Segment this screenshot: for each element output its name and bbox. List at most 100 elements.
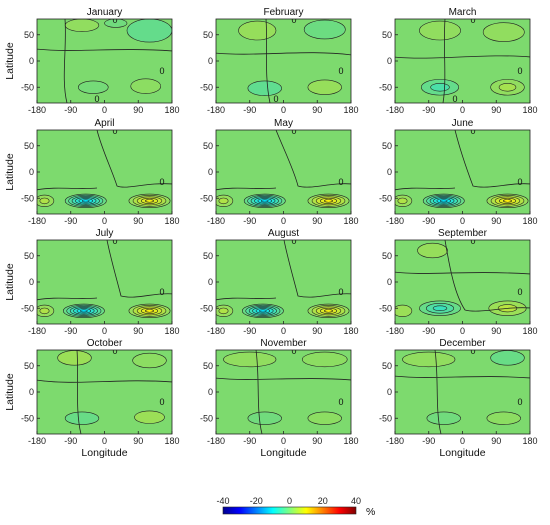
panel-title: August: [268, 228, 299, 239]
contour-field: 0 0 0: [395, 15, 530, 104]
x-tick-label: -180: [207, 436, 225, 446]
contour-band: [430, 83, 450, 92]
contour-field: 00: [216, 240, 351, 324]
contour-label: 0: [94, 94, 99, 104]
contour-label: 0: [291, 126, 296, 136]
panel-title: February: [263, 7, 303, 18]
x-tick-label: 90: [133, 326, 143, 336]
contour-band: [132, 352, 167, 369]
x-tick-label: 180: [522, 105, 537, 115]
x-tick-label: -90: [243, 436, 256, 446]
contour-band: [247, 80, 282, 96]
contour-band: [498, 83, 517, 92]
zero-contour: [395, 19, 530, 103]
contour-band: [482, 22, 525, 42]
x-tick-label: 0: [281, 436, 286, 446]
y-tick-label: 0: [208, 277, 213, 287]
colorbar-tick-label: 0: [287, 496, 292, 506]
colorbar-tick-label: -40: [216, 496, 229, 506]
y-tick-label: 0: [208, 167, 213, 177]
x-tick-label: 90: [491, 105, 501, 115]
contour-band: [145, 309, 154, 313]
zero-contour: [216, 130, 351, 191]
y-tick-label: -50: [200, 193, 213, 203]
contour-band: [486, 411, 521, 425]
x-tick-label: 180: [164, 326, 179, 336]
x-axis-label: Longitude: [439, 447, 485, 459]
x-tick-label: -180: [386, 105, 404, 115]
contour-band: [145, 199, 154, 203]
x-tick-label: -90: [243, 326, 256, 336]
contour-field: 00: [216, 350, 351, 434]
x-tick-label: -180: [207, 105, 225, 115]
x-tick-label: 0: [102, 105, 107, 115]
contour-band: [301, 351, 348, 368]
colorbar-unit: %: [366, 506, 375, 518]
x-tick-label: 0: [460, 105, 465, 115]
x-tick-label: 90: [491, 436, 501, 446]
zero-contour: [37, 130, 172, 191]
y-tick-label: 0: [208, 56, 213, 66]
panel-title: December: [439, 338, 486, 349]
contour-label: 0: [273, 94, 278, 104]
zero-contour: [216, 240, 351, 301]
zero-contour: [216, 19, 351, 103]
contour-label: 0: [338, 287, 343, 297]
y-tick-label: 50: [24, 251, 34, 261]
y-tick-label: -50: [379, 413, 392, 423]
x-tick-label: 0: [102, 216, 107, 226]
contour-band: [395, 304, 413, 317]
panel-title: March: [449, 7, 477, 18]
x-tick-label: 90: [312, 436, 322, 446]
panel-title: April: [94, 118, 114, 129]
contour-band: [218, 197, 229, 205]
y-tick-label: -50: [379, 82, 392, 92]
x-axis-label: Longitude: [81, 447, 127, 459]
zero-contour: [395, 130, 530, 191]
y-tick-label: -50: [21, 82, 34, 92]
contour-band: [419, 20, 461, 41]
x-tick-label: -90: [422, 105, 435, 115]
y-tick-label: -50: [21, 413, 34, 423]
colorbar: -40 -20 0 20 40%: [216, 496, 375, 518]
panel-title: June: [452, 118, 474, 129]
y-axis-label: Latitude: [4, 42, 16, 80]
colorbar-tick-label: 20: [318, 496, 328, 506]
contour-label: 0: [338, 177, 343, 187]
zero-contour: [395, 240, 530, 312]
contour-band: [307, 411, 342, 425]
contour-band: [426, 411, 461, 425]
contour-band: [77, 80, 109, 94]
x-tick-label: -180: [386, 216, 404, 226]
y-tick-label: 50: [24, 141, 34, 151]
panel-title: November: [260, 338, 307, 349]
contour-band: [223, 351, 277, 368]
contour-label: 0: [470, 15, 475, 25]
x-tick-label: 0: [281, 326, 286, 336]
contour-band: [402, 351, 456, 368]
x-tick-label: 90: [491, 216, 501, 226]
y-tick-label: 0: [387, 56, 392, 66]
x-tick-label: 0: [281, 105, 286, 115]
y-tick-label: 0: [29, 277, 34, 287]
x-tick-label: 90: [491, 326, 501, 336]
contour-field: 00: [395, 130, 530, 214]
contour-label: 0: [159, 287, 164, 297]
x-tick-label: -90: [64, 216, 77, 226]
x-tick-label: 90: [312, 326, 322, 336]
contour-label: 0: [112, 126, 117, 136]
colorbar-tick-label: -20: [250, 496, 263, 506]
contour-label: 0: [159, 66, 164, 76]
contour-label: 0: [452, 94, 457, 104]
contour-field: 00: [37, 240, 172, 324]
x-tick-label: -180: [28, 436, 46, 446]
contour-band: [218, 307, 229, 315]
x-tick-label: 90: [133, 105, 143, 115]
x-tick-label: 90: [312, 105, 322, 115]
